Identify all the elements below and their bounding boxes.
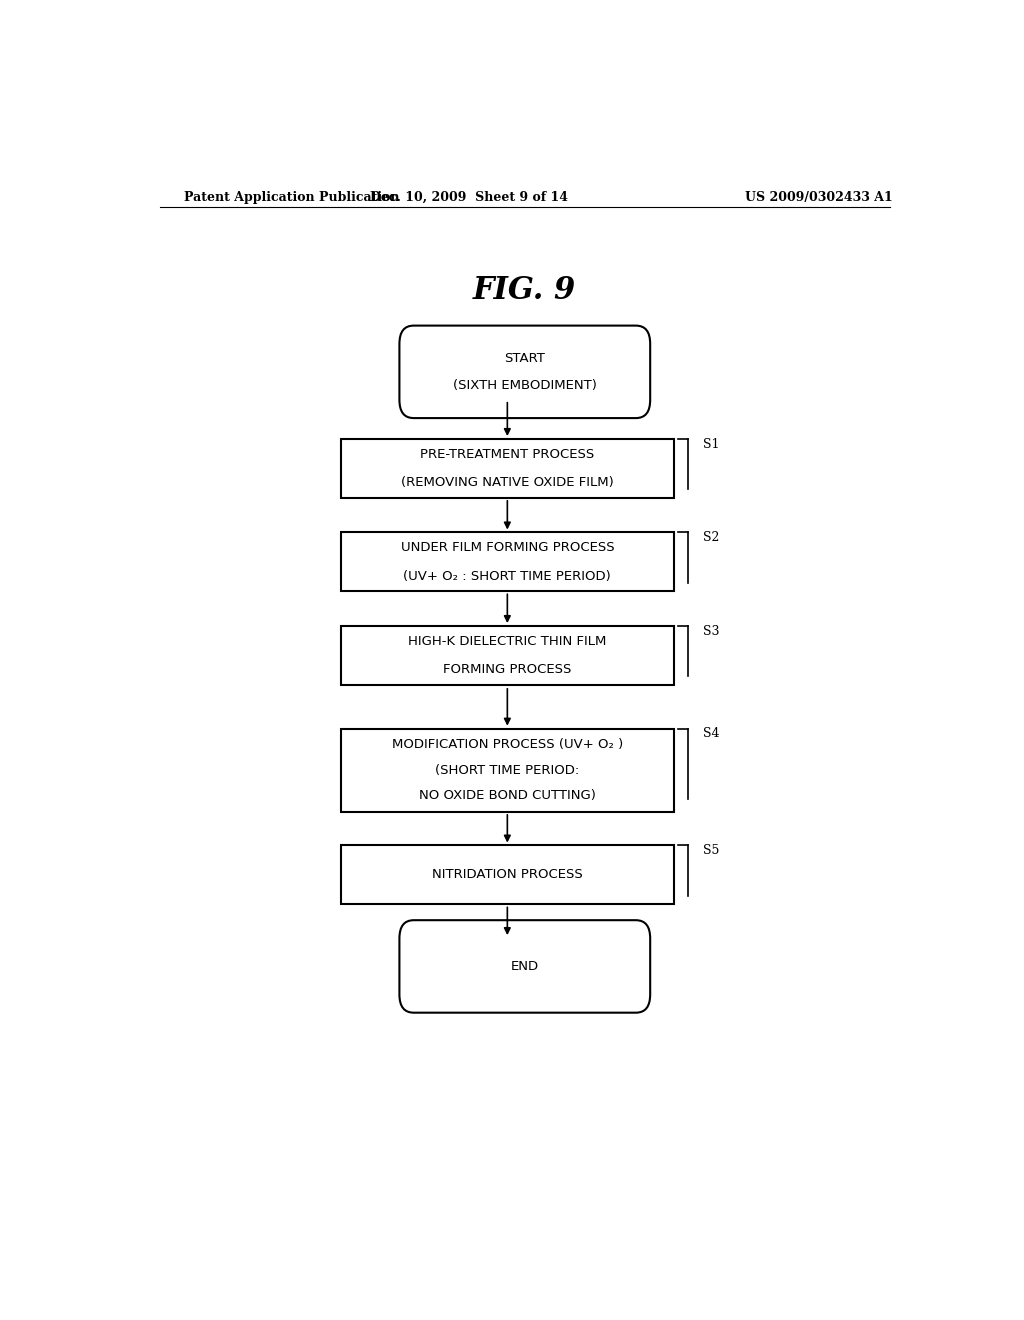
Text: (SHORT TIME PERIOD:: (SHORT TIME PERIOD: bbox=[435, 764, 580, 776]
FancyBboxPatch shape bbox=[341, 846, 674, 904]
Text: US 2009/0302433 A1: US 2009/0302433 A1 bbox=[744, 190, 892, 203]
Text: Dec. 10, 2009  Sheet 9 of 14: Dec. 10, 2009 Sheet 9 of 14 bbox=[371, 190, 568, 203]
Text: NO OXIDE BOND CUTTING): NO OXIDE BOND CUTTING) bbox=[419, 789, 596, 803]
Text: MODIFICATION PROCESS (UV+ O₂ ): MODIFICATION PROCESS (UV+ O₂ ) bbox=[392, 738, 623, 751]
Text: HIGH-K DIELECTRIC THIN FILM: HIGH-K DIELECTRIC THIN FILM bbox=[409, 635, 606, 648]
Text: S3: S3 bbox=[702, 624, 719, 638]
FancyBboxPatch shape bbox=[341, 440, 674, 498]
Text: END: END bbox=[511, 960, 539, 973]
Text: S1: S1 bbox=[702, 437, 719, 450]
Text: FIG. 9: FIG. 9 bbox=[473, 275, 577, 306]
FancyBboxPatch shape bbox=[341, 729, 674, 812]
Text: FORMING PROCESS: FORMING PROCESS bbox=[443, 663, 571, 676]
FancyBboxPatch shape bbox=[341, 626, 674, 685]
Text: START: START bbox=[505, 352, 545, 366]
Text: NITRIDATION PROCESS: NITRIDATION PROCESS bbox=[432, 869, 583, 882]
Text: UNDER FILM FORMING PROCESS: UNDER FILM FORMING PROCESS bbox=[400, 541, 614, 554]
Text: S4: S4 bbox=[702, 727, 719, 741]
Text: S2: S2 bbox=[702, 531, 719, 544]
Text: PRE-TREATMENT PROCESS: PRE-TREATMENT PROCESS bbox=[420, 447, 595, 461]
FancyBboxPatch shape bbox=[399, 326, 650, 418]
FancyBboxPatch shape bbox=[341, 532, 674, 591]
Text: Patent Application Publication: Patent Application Publication bbox=[183, 190, 399, 203]
Text: (REMOVING NATIVE OXIDE FILM): (REMOVING NATIVE OXIDE FILM) bbox=[401, 477, 613, 490]
Text: (UV+ O₂ : SHORT TIME PERIOD): (UV+ O₂ : SHORT TIME PERIOD) bbox=[403, 570, 611, 582]
FancyBboxPatch shape bbox=[399, 920, 650, 1012]
Text: (SIXTH EMBODIMENT): (SIXTH EMBODIMENT) bbox=[453, 379, 597, 392]
Text: S5: S5 bbox=[702, 843, 719, 857]
